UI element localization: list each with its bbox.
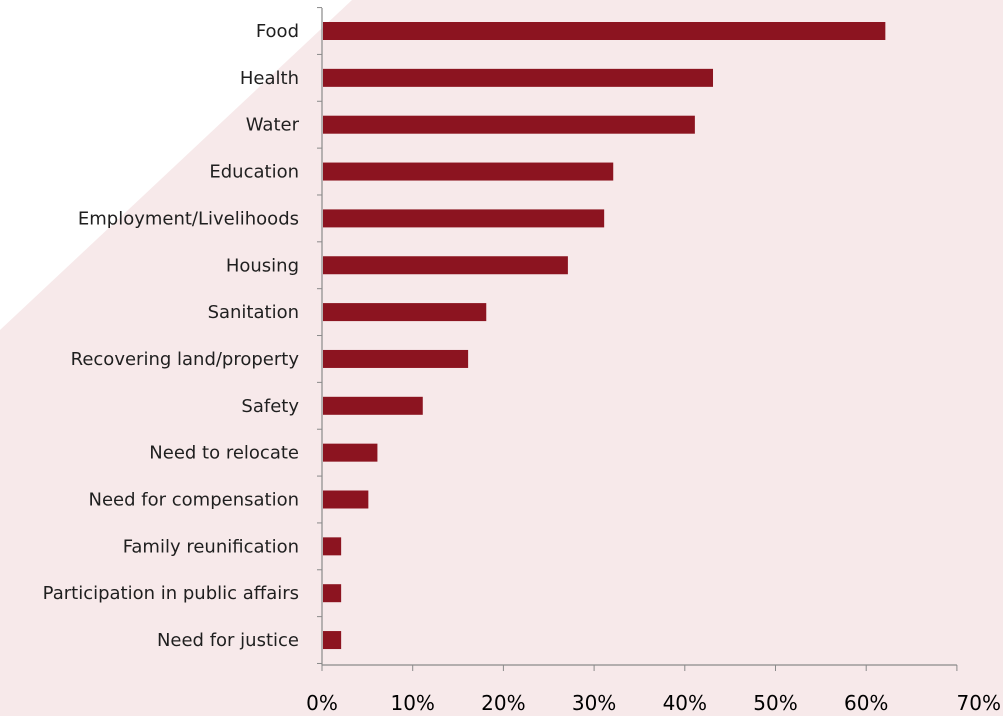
category-label: Need for compensation	[89, 490, 299, 511]
category-label: Health	[240, 68, 299, 89]
bar-5	[323, 256, 568, 275]
bar-6	[323, 303, 487, 322]
bar-11	[323, 537, 342, 556]
x-tick-label: 70%	[957, 691, 1001, 715]
category-label: Need to relocate	[149, 443, 299, 464]
x-tick-label: 20%	[481, 691, 525, 715]
category-label: Employment/Livelihoods	[78, 208, 299, 229]
x-tick-label: 30%	[572, 691, 616, 715]
bar-10	[323, 490, 369, 509]
category-label: Safety	[241, 396, 299, 417]
category-label: Food	[256, 21, 299, 42]
category-label: Housing	[226, 255, 299, 276]
bar-9	[323, 443, 378, 462]
category-label: Need for justice	[157, 630, 299, 651]
bar-0	[323, 22, 886, 40]
x-tick-labels: 0% 10% 20% 30% 40% 50% 60% 70%	[306, 691, 1001, 715]
bar-7	[323, 349, 469, 368]
bar-13	[323, 631, 342, 650]
x-tick-label: 40%	[663, 691, 707, 715]
category-label: Education	[209, 162, 299, 183]
bar-3	[323, 162, 614, 181]
x-tick-label: 0%	[306, 691, 338, 715]
x-tick-label: 10%	[390, 691, 434, 715]
axes-group	[317, 7, 958, 671]
bar-4	[323, 209, 605, 228]
bars-group	[323, 22, 886, 650]
category-label: Participation in public affairs	[43, 583, 299, 604]
category-label: Recovering land/property	[71, 349, 300, 370]
bar-12	[323, 584, 342, 603]
category-label: Sanitation	[208, 302, 299, 323]
x-tick-label: 60%	[844, 691, 888, 715]
bar-1	[323, 68, 714, 87]
x-tick-label: 50%	[753, 691, 797, 715]
bar-2	[323, 115, 695, 134]
category-labels: Food Health Water Education Employment/Livel…	[43, 21, 300, 651]
category-label: Family reunification	[123, 536, 299, 557]
category-label: Water	[246, 115, 300, 136]
bar-8	[323, 396, 423, 415]
